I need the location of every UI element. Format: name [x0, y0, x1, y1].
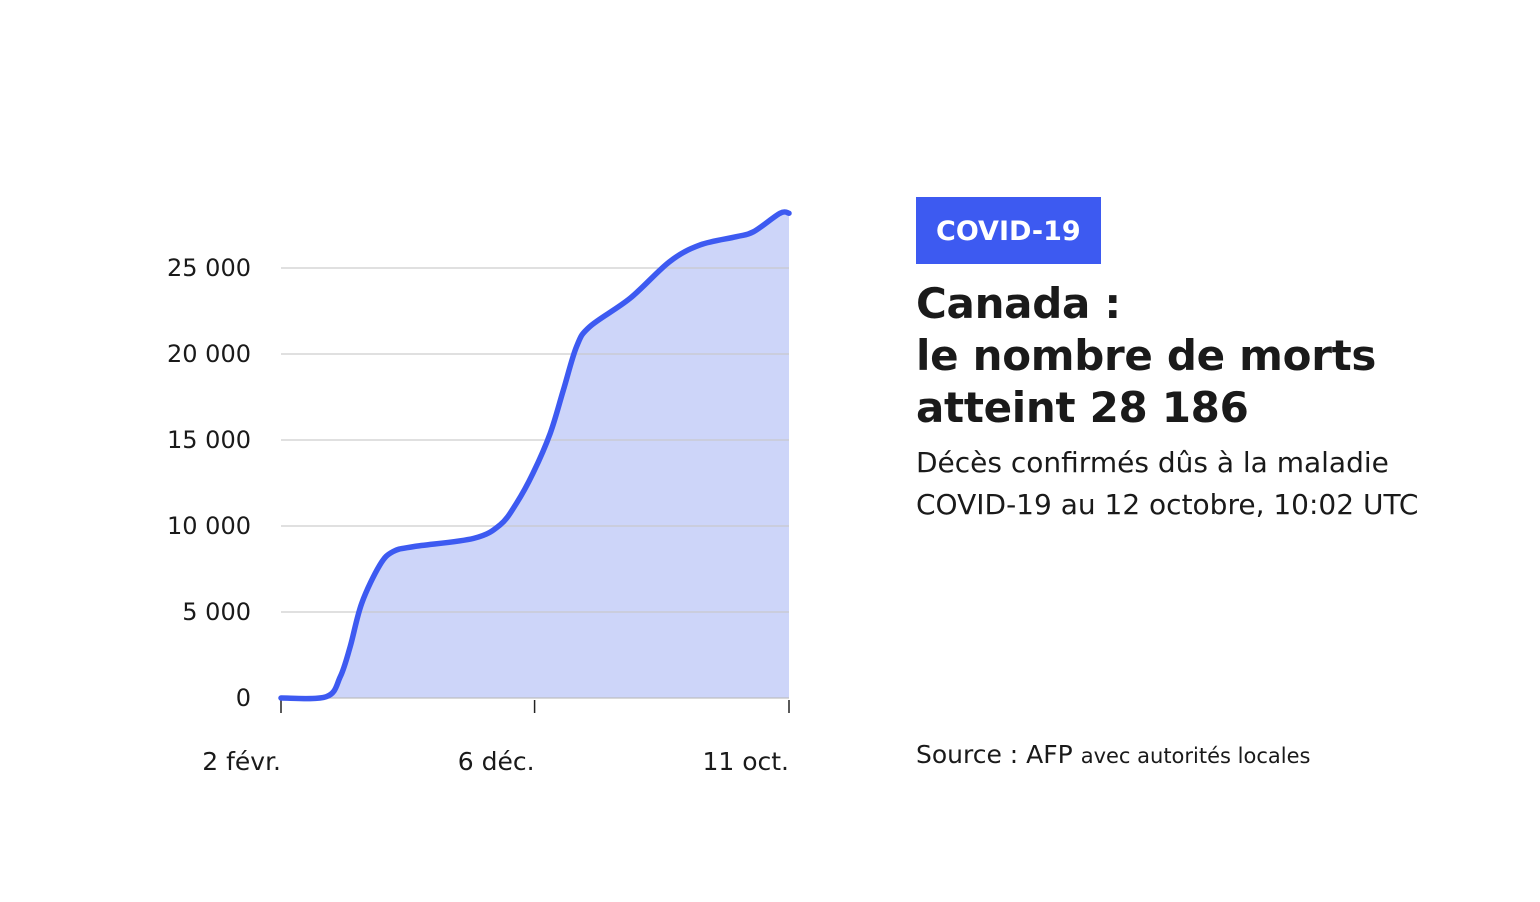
chart-subtitle: Décès confirmés dûs à la maladie COVID-1…	[916, 446, 1419, 521]
title-line: le nombre de morts	[916, 331, 1377, 380]
info-panel: COVID-19 Canada : le nombre de morts att…	[916, 197, 1476, 526]
x-tick-label: 6 déc.	[458, 747, 535, 776]
deaths-chart: 0 5 000 10 000 15 000 20 000 25 000 2 févr. 6 d…	[167, 209, 792, 776]
x-tick-label: 11 oct.	[702, 747, 789, 776]
y-tick-label: 10 000	[167, 512, 251, 540]
source-detail: avec autorités locales	[1080, 744, 1311, 768]
y-tick-label: 15 000	[167, 426, 251, 454]
topic-badge: COVID-19	[916, 197, 1101, 264]
title-line: Canada :	[916, 279, 1121, 328]
area-fill	[281, 211, 789, 699]
y-tick-label: 20 000	[167, 340, 251, 368]
title-line: atteint 28 186	[916, 383, 1249, 432]
chart-title: Canada : le nombre de morts atteint 28 1…	[916, 278, 1476, 434]
deaths-line	[278, 209, 792, 702]
source-note: Source : AFP avec autorités locales	[916, 740, 1310, 769]
x-tick-label: 2 févr.	[202, 747, 281, 776]
y-tick-label: 0	[236, 684, 251, 712]
y-tick-label: 25 000	[167, 254, 251, 282]
y-tick-label: 5 000	[182, 598, 251, 626]
source-main: Source : AFP	[916, 740, 1073, 769]
